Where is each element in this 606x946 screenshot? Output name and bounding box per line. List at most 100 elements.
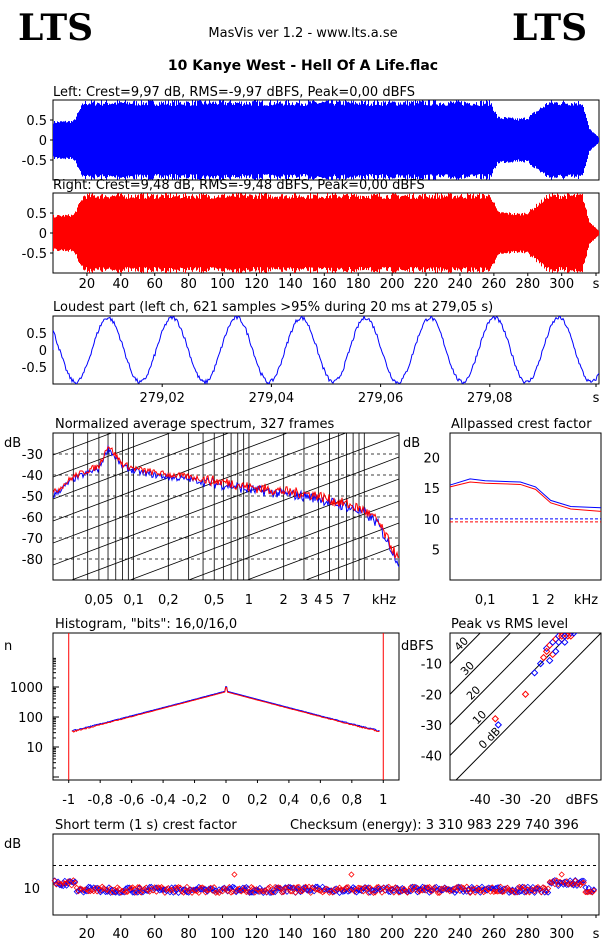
pvr-diagonal-label: 10 bbox=[470, 708, 489, 727]
shortcrest-point bbox=[385, 888, 392, 895]
shortcrest-point bbox=[529, 883, 536, 891]
shortcrest-point bbox=[65, 878, 72, 885]
shortcrest-frame bbox=[52, 833, 600, 916]
pvr-xtick: -20 bbox=[530, 793, 551, 808]
shortcrest-point bbox=[265, 884, 272, 892]
spectrum-xtick: 3 bbox=[300, 593, 308, 608]
pvr-ytick: -10 bbox=[421, 658, 442, 673]
histogram-left-line bbox=[71, 686, 380, 732]
shortcrest-point bbox=[358, 887, 365, 894]
crest-xtick: 1 bbox=[531, 593, 539, 608]
shortcrest-point bbox=[227, 889, 235, 896]
shortcrest-point bbox=[333, 887, 340, 894]
shortcrest-point bbox=[580, 877, 587, 884]
right-channel-ytick: 0 bbox=[39, 227, 47, 242]
shortcrest-point bbox=[494, 884, 501, 891]
shortcrest-point bbox=[283, 884, 291, 891]
shortcrest-point bbox=[377, 887, 384, 894]
loudest-xtick: s bbox=[593, 391, 600, 406]
shortcrest-point bbox=[312, 883, 319, 890]
shortcrest-point bbox=[414, 889, 421, 896]
shortcrest-point bbox=[110, 889, 118, 896]
shortcrest-point bbox=[136, 885, 143, 892]
shortcrest-point bbox=[378, 885, 386, 892]
time-axis-tick: 260 bbox=[481, 277, 506, 292]
shortcrest-point bbox=[326, 887, 333, 894]
shortcrest-ylabel: dB bbox=[4, 837, 21, 852]
right-channel-waveform bbox=[53, 193, 599, 273]
pvr-point bbox=[545, 656, 554, 665]
pvr-point bbox=[542, 647, 551, 656]
shortcrest-point bbox=[143, 887, 150, 894]
spectrum-xtick: 5 bbox=[325, 593, 333, 608]
histogram-ytick: 100 bbox=[18, 711, 43, 726]
histogram-ytick: 10 bbox=[26, 741, 43, 756]
pvr-point bbox=[536, 659, 545, 668]
shortcrest-xtick: 160 bbox=[312, 927, 337, 942]
loudest-title: Loudest part (left ch, 621 samples >95% … bbox=[53, 300, 493, 315]
crest-title: Allpassed crest factor bbox=[451, 417, 592, 432]
crest-ytick: 5 bbox=[432, 543, 440, 558]
shortcrest-point bbox=[63, 882, 70, 889]
left-channel-waveform bbox=[53, 100, 599, 180]
shortcrest-xtick: 20 bbox=[79, 927, 96, 942]
crest-xtick: kHz bbox=[574, 593, 598, 608]
shortcrest-point bbox=[333, 885, 340, 892]
spectrum-slope-grid bbox=[53, 433, 347, 544]
shortcrest-point bbox=[105, 884, 113, 891]
shortcrest-point bbox=[383, 884, 391, 891]
shortcrest-point bbox=[160, 885, 167, 892]
left-channel-ytick: 0.5 bbox=[26, 114, 47, 129]
shortcrest-point bbox=[407, 888, 414, 895]
spectrum-xtick: kHz bbox=[372, 593, 396, 608]
pvr-point bbox=[539, 653, 548, 662]
shortcrest-xtick: 260 bbox=[481, 927, 506, 942]
shortcrest-point bbox=[343, 884, 350, 891]
shortcrest-point bbox=[412, 883, 419, 891]
shortcrest-point bbox=[68, 882, 75, 889]
histogram-xtick: -0,8 bbox=[87, 793, 112, 808]
shortcrest-point bbox=[192, 887, 199, 894]
loudest-ytick: -0.5 bbox=[22, 361, 47, 376]
shortcrest-point bbox=[272, 889, 279, 896]
shortcrest-point bbox=[475, 886, 482, 893]
shortcrest-point bbox=[136, 884, 143, 891]
shortcrest-point bbox=[344, 888, 352, 895]
spectrum-left-line bbox=[53, 445, 399, 568]
shortcrest-point bbox=[580, 879, 587, 886]
spectrum-ytick: -50 bbox=[22, 490, 43, 505]
pvr-point bbox=[545, 641, 554, 649]
pvr-diagonals bbox=[450, 633, 601, 780]
loudest-ytick: 0.5 bbox=[26, 327, 47, 342]
loudest-xtick: 279,04 bbox=[249, 391, 295, 406]
pvr-point bbox=[561, 638, 569, 646]
shortcrest-point bbox=[277, 884, 284, 891]
spectrum-ytick: -70 bbox=[22, 532, 43, 547]
shortcrest-point bbox=[545, 885, 552, 892]
loudest-ytick: 0 bbox=[39, 344, 47, 359]
shortcrest-point bbox=[370, 889, 377, 896]
shortcrest-point bbox=[289, 884, 296, 892]
shortcrest-point bbox=[514, 889, 521, 896]
shortcrest-point bbox=[270, 889, 277, 896]
spectrum-ytick: -40 bbox=[22, 469, 43, 484]
spectrum-slope-grid bbox=[53, 433, 230, 500]
shortcrest-point bbox=[309, 884, 316, 891]
shortcrest-point bbox=[70, 879, 77, 886]
shortcrest-point bbox=[163, 886, 170, 893]
pvr-diagonal-label: 30 bbox=[458, 659, 477, 678]
spectrum-slope-grid bbox=[53, 433, 55, 434]
shortcrest-point bbox=[71, 879, 79, 886]
loudest-waveform bbox=[53, 316, 599, 384]
histogram-xtick: 0,2 bbox=[247, 793, 268, 808]
spectrum-xtick: 0,1 bbox=[123, 593, 144, 608]
crest-xtick: 0,1 bbox=[475, 593, 496, 608]
shortcrest-point bbox=[99, 887, 106, 894]
shortcrest-point bbox=[590, 887, 597, 894]
shortcrest-point bbox=[517, 888, 525, 895]
shortcrest-point bbox=[451, 889, 458, 896]
shortcrest-point bbox=[285, 884, 292, 891]
time-axis-tick: 160 bbox=[312, 277, 337, 292]
shortcrest-xtick: 300 bbox=[549, 927, 574, 942]
